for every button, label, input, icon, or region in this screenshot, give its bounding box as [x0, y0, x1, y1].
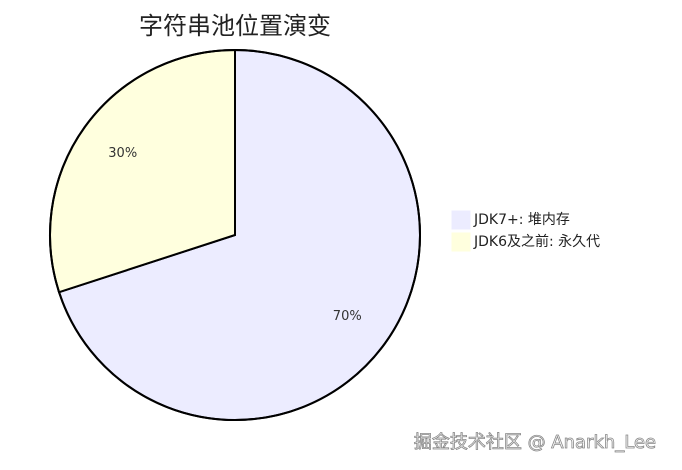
legend-swatch: [451, 210, 471, 230]
slice-label: 70%: [333, 309, 362, 324]
slice-label: 30%: [108, 146, 137, 161]
chart-title: 字符串池位置演变: [139, 12, 331, 40]
watermark: 掘金技术社区 @ Anarkh_Lee: [414, 432, 656, 453]
pie-outline: [49, 49, 421, 421]
legend-swatch: [451, 232, 471, 252]
legend-label: JDK6及之前: 永久代: [473, 233, 600, 250]
legend-label: JDK7+: 堆内存: [473, 212, 570, 228]
